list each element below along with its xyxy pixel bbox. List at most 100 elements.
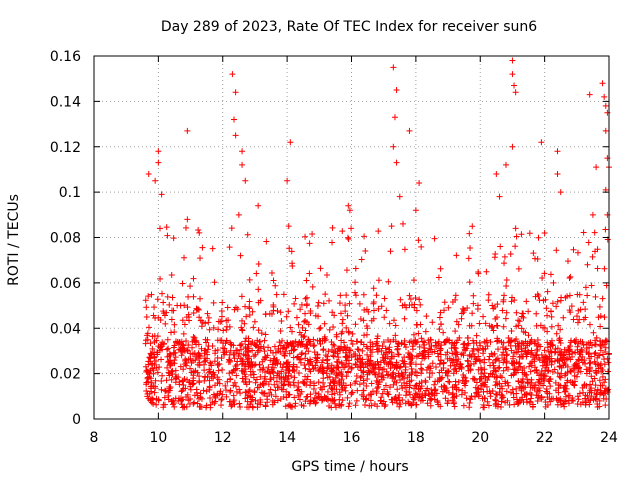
data-point (219, 299, 226, 306)
data-point (245, 363, 252, 370)
data-point (393, 159, 400, 166)
data-point (485, 291, 492, 298)
data-point (373, 377, 380, 384)
data-point (195, 306, 202, 313)
data-point (181, 254, 188, 261)
data-point (191, 392, 198, 399)
data-point (361, 306, 368, 313)
data-point (302, 310, 309, 317)
data-point (544, 288, 551, 295)
data-point (411, 385, 418, 392)
data-point (419, 338, 426, 345)
data-point (319, 356, 326, 363)
data-point (356, 381, 363, 388)
data-point (538, 368, 545, 375)
data-point (483, 268, 490, 275)
data-point (453, 252, 460, 259)
data-point (217, 318, 224, 325)
data-point (594, 390, 601, 397)
data-point (533, 310, 540, 317)
data-point (596, 377, 603, 384)
data-point (320, 300, 327, 307)
data-point (329, 239, 336, 246)
data-point (591, 350, 598, 357)
data-point (442, 339, 449, 346)
data-point (452, 296, 459, 303)
data-point (282, 373, 289, 380)
data-point (519, 310, 526, 317)
data-point (285, 372, 292, 379)
data-point (428, 386, 435, 393)
data-point (172, 354, 179, 361)
data-point (265, 344, 272, 351)
data-point (162, 320, 169, 327)
data-point (319, 364, 326, 371)
data-point (211, 358, 218, 365)
data-point (360, 387, 367, 394)
data-point (408, 301, 415, 308)
data-point (358, 391, 365, 398)
data-point (271, 343, 278, 350)
data-point (509, 386, 516, 393)
data-point (481, 338, 488, 345)
data-point (164, 232, 171, 239)
data-point (522, 384, 529, 391)
data-point (389, 399, 396, 406)
data-point (287, 139, 294, 146)
data-point (235, 211, 242, 218)
data-point (261, 390, 268, 397)
data-point (457, 364, 464, 371)
data-point (418, 361, 425, 368)
data-point (518, 346, 525, 353)
data-point (285, 402, 292, 409)
data-point (278, 386, 285, 393)
data-point (229, 71, 236, 78)
data-point (492, 250, 499, 257)
data-point (395, 394, 402, 401)
data-point (586, 401, 593, 408)
data-point (271, 355, 278, 362)
data-point (481, 370, 488, 377)
data-point (396, 341, 403, 348)
data-point (265, 364, 272, 371)
data-point (334, 345, 341, 352)
data-point (503, 388, 510, 395)
data-point (429, 370, 436, 377)
data-point (269, 361, 276, 368)
data-point (220, 327, 227, 334)
data-point (367, 397, 374, 404)
data-point (348, 337, 355, 344)
data-point (360, 364, 367, 371)
data-point (145, 170, 152, 177)
data-point (357, 367, 364, 374)
data-point (583, 349, 590, 356)
data-point (475, 347, 482, 354)
data-point (602, 376, 609, 383)
data-point (482, 320, 489, 327)
data-point (246, 386, 253, 393)
data-point (601, 93, 608, 100)
data-point (164, 346, 171, 353)
data-point (170, 235, 177, 242)
data-point (510, 355, 517, 362)
data-point (214, 392, 221, 399)
data-point (317, 341, 324, 348)
data-point (252, 351, 259, 358)
data-point (184, 127, 191, 134)
data-point (295, 321, 302, 328)
data-point (184, 304, 191, 311)
data-point (465, 255, 472, 262)
data-point (246, 276, 253, 283)
data-point (226, 244, 233, 251)
data-point (317, 324, 324, 331)
data-point (296, 329, 303, 336)
data-point (440, 360, 447, 367)
data-point (582, 314, 589, 321)
data-point (451, 362, 458, 369)
data-point (412, 207, 419, 214)
data-point (273, 378, 280, 385)
data-point (239, 375, 246, 382)
data-point (168, 376, 175, 383)
data-point (212, 350, 219, 357)
data-point (560, 314, 567, 321)
